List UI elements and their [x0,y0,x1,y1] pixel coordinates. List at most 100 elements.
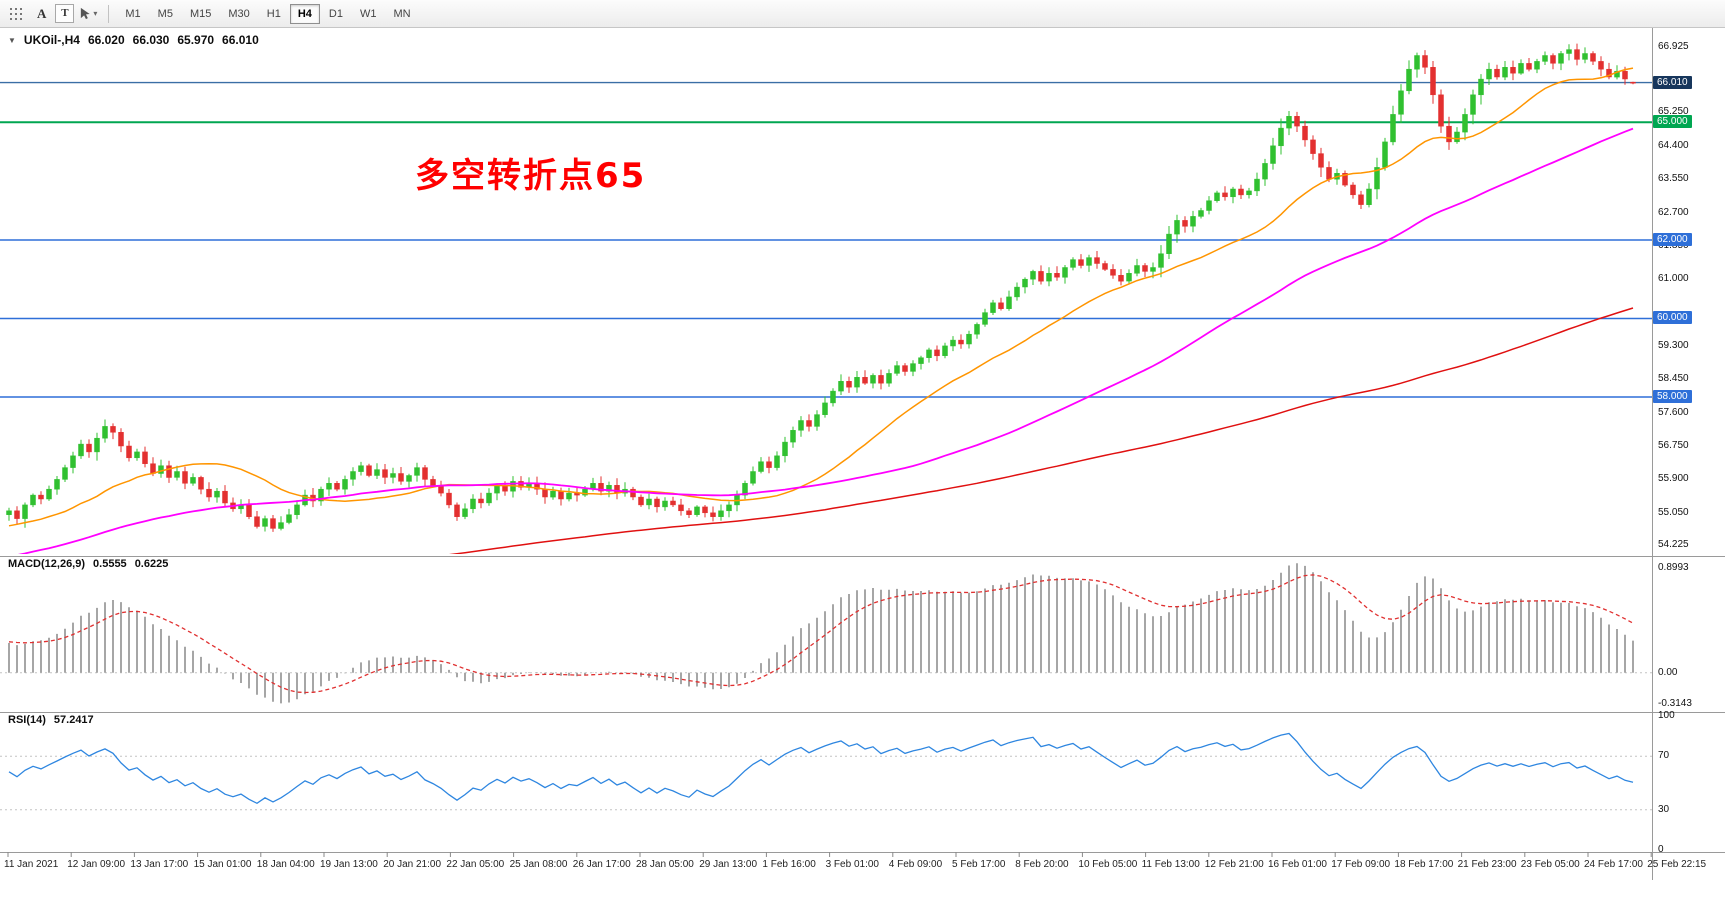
quote-high: 66.030 [132,33,170,47]
time-axis-label: 17 Feb 09:00 [1331,859,1391,870]
ma-21-line [8,67,1634,527]
ma-60-line [17,127,1634,554]
time-axis-label: 21 Feb 23:00 [1457,859,1517,870]
time-axis-label: 4 Feb 09:00 [888,859,943,870]
timeframe-h1-button[interactable]: H1 [259,4,289,24]
cursor-icon [81,7,91,20]
time-axis-label: 8 Feb 20:00 [1015,859,1069,870]
time-axis-label: 3 Feb 01:00 [825,859,879,870]
drawing-tool-dropdown[interactable]: ▾ [76,3,100,25]
triangle-icon: ▼ [8,35,16,45]
time-ticks [7,852,1652,857]
axis-tick-label: 0 [1658,844,1664,855]
time-axis-label: 29 Jan 13:00 [699,859,758,870]
axis-tick-label: 55.900 [1658,473,1689,484]
axis-tick-label: 56.750 [1658,440,1689,451]
horizontal-lines-layer[interactable] [0,81,1652,398]
axis-tick-label: 57.600 [1658,407,1689,418]
axis-tick-label: 59.300 [1658,340,1689,351]
toolbar-separator [108,4,110,23]
quote-low: 65.970 [177,33,215,47]
axis-tick-label: 58.450 [1658,373,1689,384]
rsi-line [8,732,1634,805]
axis-tick-label: 0.00 [1658,667,1678,678]
macd-layer [0,563,1652,704]
chart-annotation: 多空转折点65 [415,156,647,196]
rsi-label: RSI(14) 57.2417 [8,714,94,726]
grid-icon[interactable] [4,3,28,25]
timeframe-m5-button[interactable]: M5 [150,4,181,24]
price-line-label: 58.000 [1653,390,1692,403]
axis-tick-label: 66.925 [1658,41,1689,52]
time-axis-label: 25 Jan 08:00 [509,859,568,870]
quote-line: ▼ UKOil-,H4 66.020 66.030 65.970 66.010 [8,33,259,47]
macd-signal-line [8,574,1634,694]
time-axis-label: 13 Jan 17:00 [130,859,189,870]
time-axis-label: 26 Jan 17:00 [572,859,631,870]
toolbar: A T ▾ M1 M5 M15 M30 H1 H4 D1 W1 MN [0,0,1725,28]
price-line-label: 66.010 [1653,76,1692,89]
rsi-value: 57.2417 [53,714,94,726]
time-axis-label: 16 Feb 01:00 [1268,859,1327,870]
price-line-label: 62.000 [1653,233,1692,246]
time-axis-label: 1 Feb 16:00 [762,859,816,870]
moving-averages-layer [8,67,1634,554]
grid-icon-glyph [10,7,22,20]
axis-tick-label: 70 [1658,750,1670,761]
time-axis-label: 20 Jan 21:00 [383,859,442,870]
macd-signal-value: 0.6225 [134,558,169,570]
chevron-down-icon: ▾ [93,9,98,18]
macd-main-value: 0.5555 [93,558,127,570]
axis-tick-label: 30 [1658,804,1670,815]
rsi-layer [0,732,1652,811]
timeframe-group: M1 M5 M15 M30 H1 H4 D1 W1 MN [117,3,418,24]
panel-separators [0,28,1725,880]
timeframe-w1-button[interactable]: W1 [352,4,385,24]
axis-tick-label: 100 [1658,710,1675,721]
axis-tick-label: 61.000 [1658,273,1689,284]
price-axis[interactable]: 66.92565.25064.40063.55062.70061.85061.0… [1652,0,1725,898]
price-line-label: 65.000 [1653,115,1692,128]
time-axis-label: 24 Feb 17:00 [1584,859,1643,870]
time-axis-label: 10 Feb 05:00 [1078,859,1138,870]
ma-160-line [448,307,1634,554]
time-axis-label: 25 Feb 22:15 [1647,859,1707,870]
macd-name: MACD(12,26,9) [8,558,86,570]
symbol-timeframe: UKOil-,H4 [23,33,80,47]
time-axis-label: 12 Feb 21:00 [1204,859,1264,870]
timeframe-m1-button[interactable]: M1 [117,4,148,24]
axis-tick-label: 55.050 [1658,507,1689,518]
axis-tick-label: 62.700 [1658,207,1689,218]
timeframe-h4-button[interactable]: H4 [289,3,320,24]
text-label-tool-button[interactable]: T [55,4,75,23]
axis-tick-label: 0.8993 [1658,562,1689,573]
axis-tick-label: -0.3143 [1658,698,1692,709]
timeframe-d1-button[interactable]: D1 [321,4,351,24]
time-axis-label: 28 Jan 05:00 [636,859,694,870]
axis-tick-label: 64.400 [1658,140,1689,151]
macd-label: MACD(12,26,9) 0.5555 0.6225 [8,558,168,570]
time-axis-label: 22 Jan 05:00 [446,859,505,870]
axis-tick-label: 63.550 [1658,173,1689,184]
time-axis-label: 15 Jan 01:00 [193,859,252,870]
candles-layer [6,43,1636,532]
quote-open: 66.020 [87,33,125,47]
time-axis-label: 11 Feb 13:00 [1141,859,1200,870]
time-axis-label: 18 Feb 17:00 [1394,859,1454,870]
time-axis[interactable]: 11 Jan 2021 12 Jan 09:00 13 Jan 17:00 15 Ja… [0,856,1725,878]
timeframe-mn-button[interactable]: MN [385,4,418,24]
rsi-name: RSI(14) [8,714,46,726]
quote-close: 66.010 [222,33,259,47]
time-axis-label: 19 Jan 13:00 [320,859,378,870]
macd-histogram [8,563,1634,704]
text-tool-button[interactable]: A [30,3,53,25]
timeframe-m15-button[interactable]: M15 [182,4,219,24]
time-axis-label: 11 Jan 2021 [4,859,59,870]
time-axis-label: 18 Jan 04:00 [256,859,315,870]
time-axis-label: 23 Feb 05:00 [1520,859,1580,870]
axis-tick-label: 54.225 [1658,539,1689,550]
time-axis-label: 12 Jan 09:00 [67,859,126,870]
timeframe-m30-button[interactable]: M30 [220,4,257,24]
